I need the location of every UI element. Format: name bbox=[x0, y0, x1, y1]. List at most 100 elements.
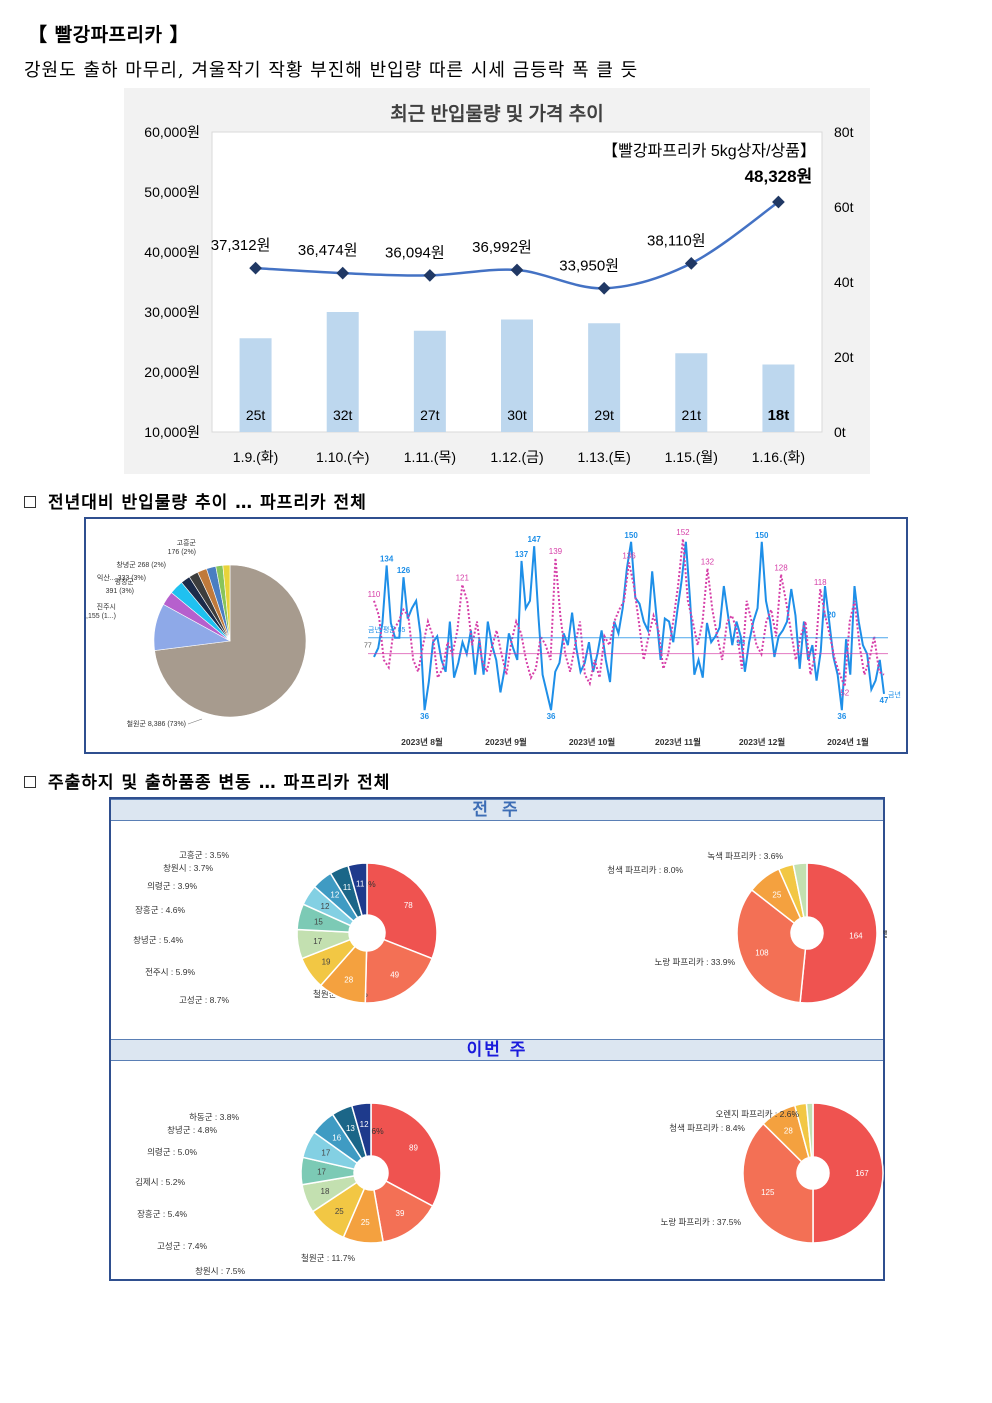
line-data-label: 136 bbox=[622, 551, 636, 560]
donut-slice-label: 청색 파프리카 : 8.4% bbox=[669, 1123, 745, 1133]
x-axis-tick-label: 2023년 8월 bbox=[401, 737, 443, 747]
volume-bar bbox=[675, 353, 708, 432]
x-axis-tick-label: 1.12.(금) bbox=[490, 449, 543, 465]
last-year-line bbox=[373, 538, 885, 687]
reference-line-label: 금년 평균 85 bbox=[368, 625, 406, 634]
donut-slice bbox=[742, 1122, 814, 1244]
donut-value-label: 28 bbox=[784, 1127, 793, 1136]
donut-value-label: 39 bbox=[396, 1209, 405, 1218]
line-data-label: 126 bbox=[397, 566, 411, 575]
chart-title: 최근 반입물량 및 가격 추이 bbox=[390, 103, 603, 125]
pie-slice-label: 1,155 (1...) bbox=[86, 613, 116, 620]
donut-slice-label: 녹색 파프리카 : 3.6% bbox=[707, 851, 783, 861]
price-volume-chart-svg: 최근 반입물량 및 가격 추이 【빨강파프리카 5kg상자/상품】 10,000원 2… bbox=[144, 103, 854, 465]
leader-line bbox=[187, 718, 203, 725]
x-axis-tick-label: 2023년 12월 bbox=[739, 737, 786, 747]
volume-data-label: 27t bbox=[420, 407, 440, 423]
line-data-label: 150 bbox=[624, 531, 638, 540]
prev-week-variety-donut: 164 빨강 파프리카 : 51.4% 108 노랑 파프리카 : 33.9% 25 청색… bbox=[607, 851, 887, 1004]
donut-slice-label: 노랑 파프리카 : 33.9% bbox=[655, 957, 736, 967]
price-data-label: 36,992원 bbox=[472, 239, 532, 256]
line-data-label: 36 bbox=[547, 712, 556, 721]
x-axis-tick-label: 2023년 11월 bbox=[655, 737, 701, 747]
section-label: 전년대비 반입물량 추이 … 파프리카 전체 bbox=[48, 493, 367, 513]
donut-value-label: 17 bbox=[321, 1149, 330, 1158]
donut-slice bbox=[373, 1180, 434, 1243]
donut-value-label: 17 bbox=[313, 937, 322, 946]
checkbox-square-icon bbox=[24, 776, 36, 788]
line-data-label: 47 bbox=[880, 696, 889, 705]
right-axis-tick-label: 20t bbox=[834, 349, 854, 365]
donut-value-label: 11 bbox=[343, 883, 352, 892]
x-axis-tick-label: 1.15.(월) bbox=[665, 449, 718, 465]
left-axis-tick-label: 30,000원 bbox=[144, 304, 200, 320]
donut-slice bbox=[364, 938, 434, 1004]
donut-slice-label: 노랑 파프리카 : 37.5% bbox=[661, 1217, 742, 1227]
donut-value-label: 15 bbox=[314, 917, 323, 926]
section-heading-origin-variety: 주출하지 및 출하품종 변동 … 파프리카 전체 bbox=[24, 768, 390, 793]
right-axis-tick-label: 80t bbox=[834, 124, 854, 140]
volume-bar bbox=[501, 319, 533, 432]
chart-annotation: 【빨강파프리카 5kg상자/상품】 bbox=[602, 142, 816, 160]
donut-value-label: 11 bbox=[356, 879, 365, 888]
donut-slice-label: 전주시 : 5.9% bbox=[145, 967, 195, 977]
price-volume-chart: 최근 반입물량 및 가격 추이 【빨강파프리카 5kg상자/상품】 10,000원 2… bbox=[124, 88, 870, 474]
x-axis-tick-label: 1.16.(화) bbox=[752, 449, 805, 465]
donut-slice bbox=[366, 862, 438, 960]
right-axis-tick-label: 60t bbox=[834, 199, 854, 215]
right-axis-tick-label: 0t bbox=[834, 424, 846, 440]
line-data-label: 152 bbox=[676, 528, 690, 537]
donut-slice-label: 고흥군 : 3.5% bbox=[179, 850, 229, 860]
line-data-label: 36 bbox=[837, 712, 846, 721]
pie-slice-label: 진주시 bbox=[97, 602, 116, 611]
donut-slice-label: 김제시 : 5.2% bbox=[135, 1177, 185, 1187]
volume-bar bbox=[326, 312, 359, 432]
donut-slice-label: 빨강 파프리카 : 51.4% bbox=[883, 929, 887, 939]
left-axis-tick-label: 10,000원 bbox=[144, 424, 200, 440]
line-data-label: 121 bbox=[456, 574, 470, 583]
line-data-label: 110 bbox=[368, 590, 381, 599]
line-data-label: 139 bbox=[549, 547, 563, 556]
donut-value-label: 18 bbox=[321, 1187, 330, 1196]
price-data-label: 36,474원 bbox=[298, 242, 358, 259]
donut-slice-label: 의령군 : 5.0% bbox=[147, 1147, 197, 1157]
donut-slice bbox=[805, 1102, 814, 1158]
donut-value-label: 19 bbox=[322, 958, 331, 967]
volume-bar bbox=[239, 338, 272, 432]
donut-value-label: 12 bbox=[360, 1120, 369, 1129]
pie-slice-label: 평창군 bbox=[115, 577, 135, 586]
yoy-volume-panel: 철원군 8,386 (73%) 진주시 1,155 (1...) 평창군 391 (3%… bbox=[84, 517, 908, 754]
donut-slice bbox=[370, 1102, 442, 1208]
donut-value-label: 25 bbox=[772, 890, 781, 899]
donut-slice-label: 장흥군 : 4.6% bbox=[135, 905, 185, 915]
donut-slice-label: 철원군 : 11.7% bbox=[301, 1253, 355, 1263]
pie-slice-label: 176 (2%) bbox=[168, 549, 196, 556]
left-axis-tick-label: 50,000원 bbox=[144, 184, 200, 200]
line-data-label: 96 bbox=[736, 638, 745, 647]
volume-data-label: 30t bbox=[507, 407, 527, 423]
x-axis-tick-label: 2023년 9월 bbox=[485, 737, 527, 747]
donut-slice-label: 창원시 : 3.7% bbox=[163, 863, 213, 873]
donut-slice bbox=[792, 862, 808, 919]
price-data-label: 37,312원 bbox=[211, 237, 271, 254]
pie-slice-label: 고흥군 bbox=[177, 538, 197, 547]
pie-slice-label: 창녕군 268 (2%) bbox=[116, 561, 166, 569]
donut-value-label: 25 bbox=[361, 1218, 370, 1227]
checkbox-square-icon bbox=[24, 496, 36, 508]
pie-slice-label: 391 (3%) bbox=[106, 588, 134, 595]
x-axis-tick-label: 1.13.(토) bbox=[577, 449, 630, 465]
pie-slice bbox=[222, 564, 231, 642]
line-data-label: 134 bbox=[380, 554, 394, 563]
donut-slice-label: 청색 파프리카 : 8.0% bbox=[607, 865, 683, 875]
donut-slice bbox=[799, 862, 878, 1004]
donut-value-label: 16 bbox=[332, 1133, 341, 1142]
donut-slice-label: 창녕군 : 5.4% bbox=[133, 935, 183, 945]
volume-data-label: 25t bbox=[246, 407, 266, 423]
page-subtitle: 강원도 출하 마무리, 겨울작기 작황 부진해 반입량 따른 시세 금등락 폭 … bbox=[24, 60, 639, 81]
donut-value-label: 28 bbox=[344, 976, 353, 985]
